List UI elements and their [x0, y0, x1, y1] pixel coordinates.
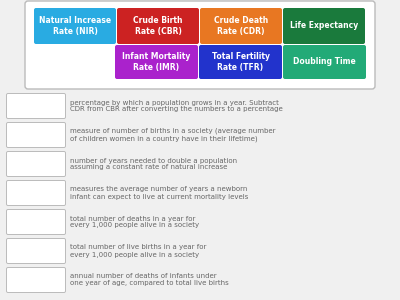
- FancyBboxPatch shape: [6, 238, 66, 263]
- Text: measure of number of births in a society (average number
of children women in a : measure of number of births in a society…: [70, 128, 276, 142]
- Text: percentage by which a population grows in a year. Subtract
CDR from CBR after co: percentage by which a population grows i…: [70, 100, 283, 112]
- Text: number of years needed to double a population
assuming a constant rate of natura: number of years needed to double a popul…: [70, 158, 237, 170]
- FancyBboxPatch shape: [115, 45, 198, 79]
- Text: Infant Mortality
Rate (IMR): Infant Mortality Rate (IMR): [122, 52, 191, 72]
- Text: Total Fertility
Rate (TFR): Total Fertility Rate (TFR): [212, 52, 270, 72]
- FancyBboxPatch shape: [283, 45, 366, 79]
- FancyBboxPatch shape: [117, 8, 199, 44]
- FancyBboxPatch shape: [6, 209, 66, 235]
- Text: total number of deaths in a year for
every 1,000 people alive in a society: total number of deaths in a year for eve…: [70, 215, 199, 229]
- FancyBboxPatch shape: [6, 94, 66, 118]
- FancyBboxPatch shape: [34, 8, 116, 44]
- Text: annual number of deaths of infants under
one year of age, compared to total live: annual number of deaths of infants under…: [70, 274, 229, 286]
- FancyBboxPatch shape: [6, 268, 66, 292]
- FancyBboxPatch shape: [283, 8, 365, 44]
- Text: total number of live births in a year for
every 1,000 people alive in a society: total number of live births in a year fo…: [70, 244, 206, 257]
- Text: Natural Increase
Rate (NIR): Natural Increase Rate (NIR): [39, 16, 111, 36]
- Text: Crude Death
Rate (CDR): Crude Death Rate (CDR): [214, 16, 268, 36]
- FancyBboxPatch shape: [6, 152, 66, 176]
- FancyBboxPatch shape: [200, 8, 282, 44]
- FancyBboxPatch shape: [25, 1, 375, 89]
- FancyBboxPatch shape: [199, 45, 282, 79]
- FancyBboxPatch shape: [6, 122, 66, 148]
- FancyBboxPatch shape: [6, 181, 66, 206]
- Text: measures the average number of years a newborn
infant can expect to live at curr: measures the average number of years a n…: [70, 187, 248, 200]
- Text: Life Expectancy: Life Expectancy: [290, 22, 358, 31]
- Text: Crude Birth
Rate (CBR): Crude Birth Rate (CBR): [133, 16, 183, 36]
- Text: Doubling Time: Doubling Time: [293, 58, 356, 67]
